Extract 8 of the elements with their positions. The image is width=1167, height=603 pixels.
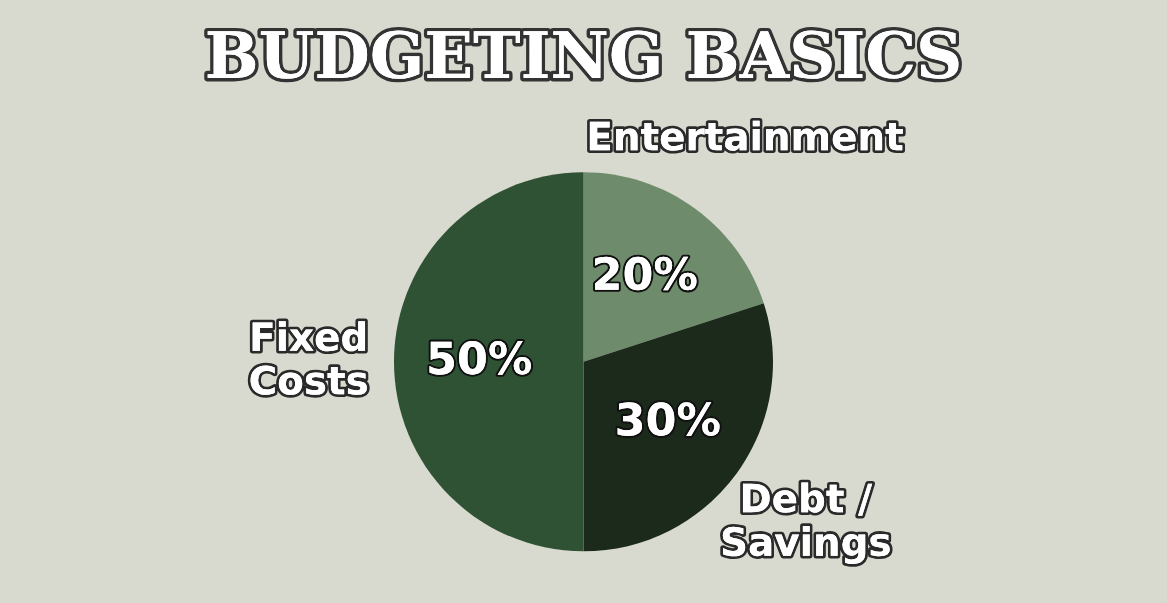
- slice-label: Entertainment: [589, 120, 903, 151]
- data-label: 30%: [617, 402, 720, 436]
- data-label: 50%: [429, 341, 532, 375]
- chart-title: BUDGETING BASICS: [207, 30, 959, 79]
- slice-label: Fixed Costs: [250, 321, 367, 395]
- data-label: 20%: [595, 256, 697, 291]
- slice-label: Debt / Savings: [722, 482, 890, 565]
- pie-slice: [393, 172, 584, 552]
